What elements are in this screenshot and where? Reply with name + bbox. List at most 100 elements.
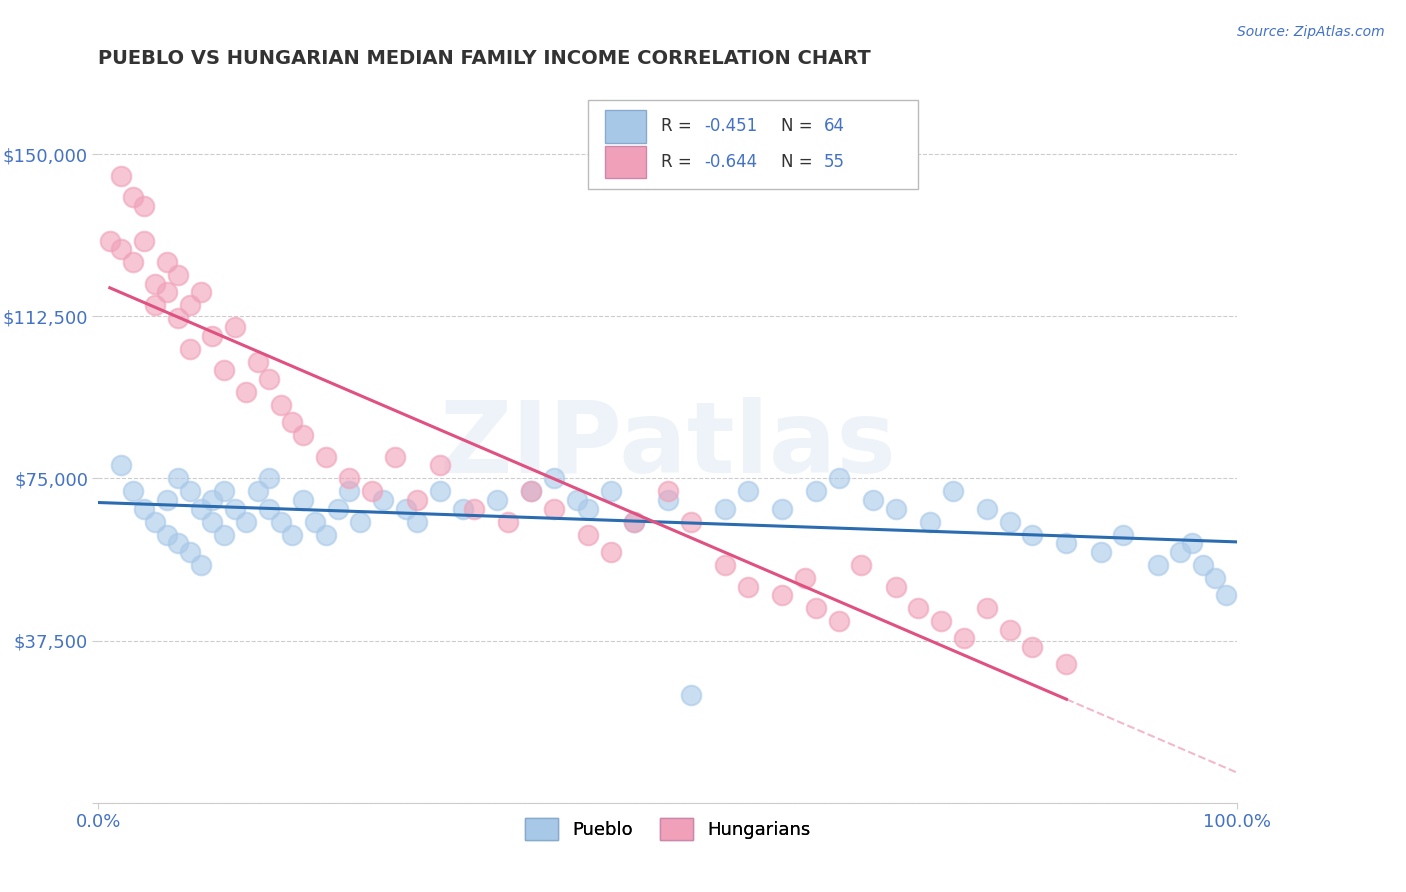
Point xyxy=(429,484,451,499)
Point xyxy=(884,580,907,594)
Point xyxy=(543,471,565,485)
Point xyxy=(976,501,998,516)
Point xyxy=(360,484,382,499)
Point xyxy=(565,493,588,508)
FancyBboxPatch shape xyxy=(588,100,918,189)
Point xyxy=(918,515,941,529)
Point xyxy=(259,471,281,485)
Point xyxy=(998,515,1021,529)
Text: Source: ZipAtlas.com: Source: ZipAtlas.com xyxy=(1237,25,1385,39)
Point xyxy=(1054,536,1078,550)
Point xyxy=(156,255,179,269)
Point xyxy=(406,515,429,529)
Point xyxy=(657,493,679,508)
Point xyxy=(270,398,292,412)
Text: -0.451: -0.451 xyxy=(704,118,758,136)
Point xyxy=(98,234,121,248)
Point xyxy=(600,545,623,559)
Point xyxy=(132,199,155,213)
Point xyxy=(543,501,565,516)
Point xyxy=(167,536,190,550)
Point xyxy=(132,234,155,248)
Point xyxy=(145,277,167,291)
Point xyxy=(520,484,543,499)
Point xyxy=(212,484,235,499)
Point xyxy=(179,484,201,499)
Point xyxy=(737,484,759,499)
Point xyxy=(167,471,190,485)
Point xyxy=(406,493,429,508)
Point xyxy=(224,501,246,516)
Point xyxy=(190,501,212,516)
Point xyxy=(201,493,224,508)
Point xyxy=(1112,527,1135,541)
Point xyxy=(1215,588,1237,602)
Text: N =: N = xyxy=(780,153,817,171)
Point xyxy=(110,169,132,183)
Point xyxy=(828,614,851,628)
Point xyxy=(235,384,257,399)
Text: 55: 55 xyxy=(824,153,845,171)
Point xyxy=(714,501,737,516)
Point xyxy=(1021,527,1043,541)
Point xyxy=(679,515,702,529)
Point xyxy=(804,484,827,499)
Point xyxy=(451,501,474,516)
Point xyxy=(179,545,201,559)
Point xyxy=(337,471,360,485)
Text: R =: R = xyxy=(661,153,697,171)
Text: -0.644: -0.644 xyxy=(704,153,758,171)
Point xyxy=(1021,640,1043,654)
Point xyxy=(121,255,143,269)
Point xyxy=(315,450,337,464)
Text: ZIPatlas: ZIPatlas xyxy=(440,398,896,494)
FancyBboxPatch shape xyxy=(605,110,647,143)
Point xyxy=(246,484,269,499)
Point xyxy=(190,558,212,572)
Point xyxy=(326,501,349,516)
Point xyxy=(976,601,998,615)
Point xyxy=(929,614,952,628)
Point xyxy=(576,527,599,541)
Point xyxy=(201,515,224,529)
Point xyxy=(337,484,360,499)
Point xyxy=(179,342,201,356)
Point xyxy=(167,268,190,282)
Point xyxy=(132,501,155,516)
Point xyxy=(862,493,884,508)
Point xyxy=(498,515,520,529)
Point xyxy=(212,363,235,377)
Point xyxy=(1170,545,1192,559)
Point xyxy=(224,320,246,334)
Point xyxy=(770,588,793,602)
Point xyxy=(714,558,737,572)
Text: 64: 64 xyxy=(824,118,845,136)
Point xyxy=(145,515,167,529)
Point xyxy=(110,458,132,473)
Point xyxy=(884,501,907,516)
Point xyxy=(828,471,851,485)
Point xyxy=(110,242,132,256)
Point xyxy=(851,558,873,572)
Point xyxy=(167,311,190,326)
Point xyxy=(395,501,418,516)
Point xyxy=(304,515,326,529)
Point xyxy=(600,484,623,499)
Point xyxy=(235,515,257,529)
Point xyxy=(212,527,235,541)
Point xyxy=(292,493,315,508)
Point xyxy=(737,580,759,594)
Point xyxy=(1204,571,1226,585)
Point xyxy=(463,501,485,516)
Point xyxy=(259,372,281,386)
Legend: Pueblo, Hungarians: Pueblo, Hungarians xyxy=(519,811,817,847)
Point xyxy=(371,493,394,508)
Point xyxy=(486,493,509,508)
Point xyxy=(190,285,212,300)
Point xyxy=(679,688,702,702)
Point xyxy=(156,493,179,508)
Point xyxy=(907,601,929,615)
Point xyxy=(429,458,451,473)
Point xyxy=(576,501,599,516)
Point xyxy=(281,415,304,429)
